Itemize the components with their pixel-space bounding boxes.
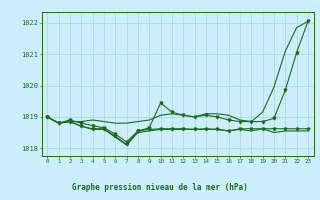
Text: Graphe pression niveau de la mer (hPa): Graphe pression niveau de la mer (hPa) bbox=[72, 183, 248, 192]
